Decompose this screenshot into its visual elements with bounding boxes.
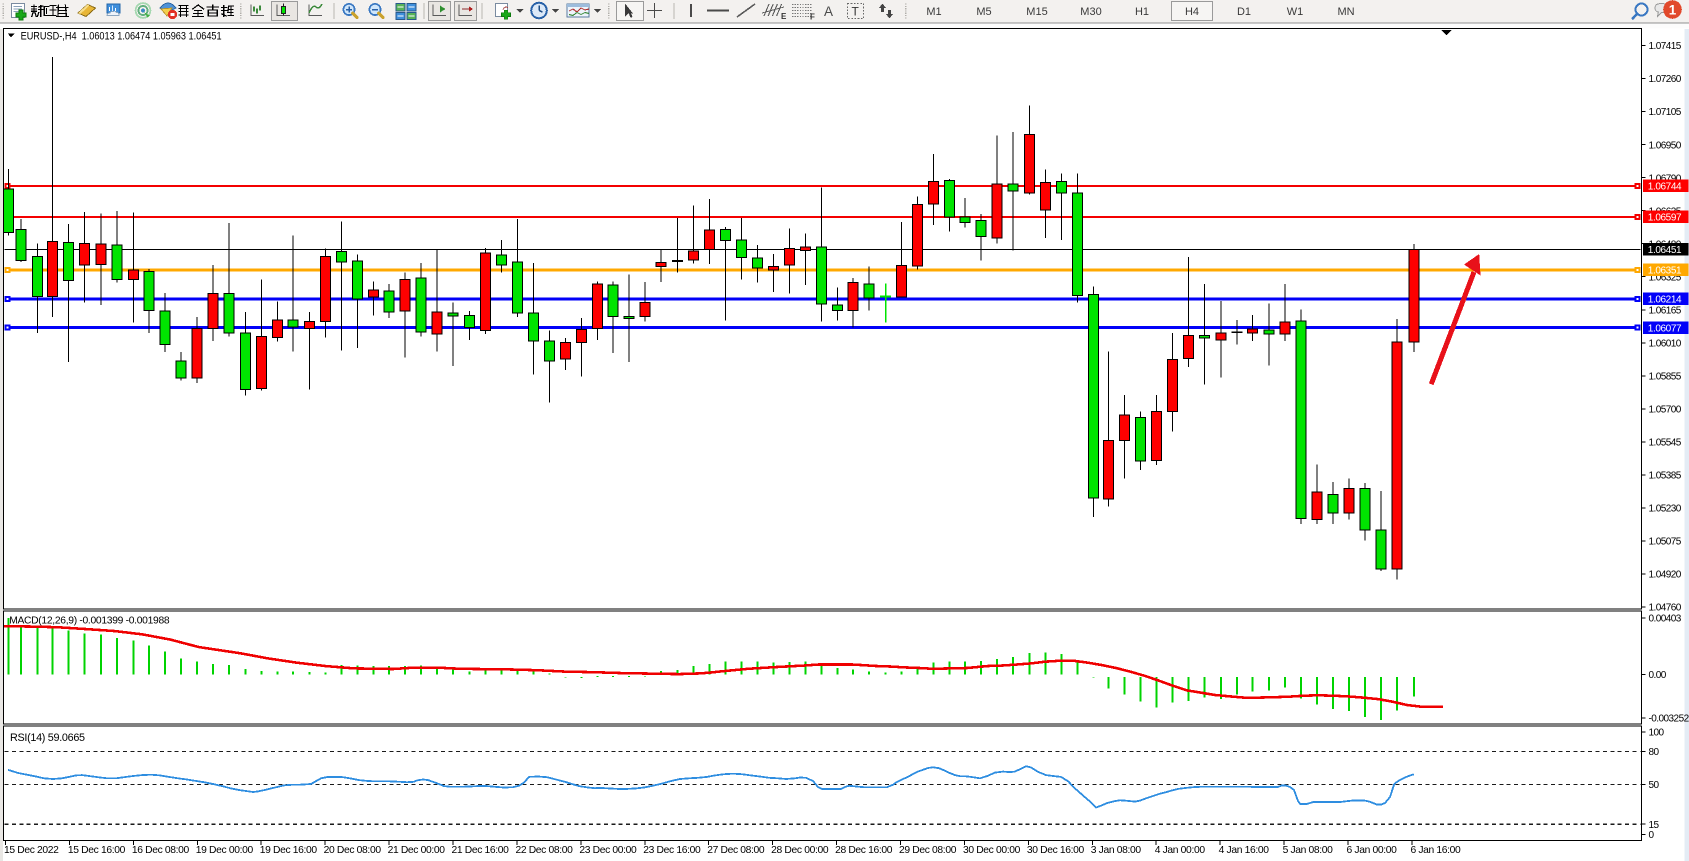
svg-text:100: 100 (1649, 728, 1665, 739)
svg-text:4 Jan 00:00: 4 Jan 00:00 (1155, 845, 1206, 856)
svg-text:RSI(14) 59.0665: RSI(14) 59.0665 (10, 732, 85, 744)
svg-text:T: T (852, 5, 860, 19)
svg-text:23 Dec 00:00: 23 Dec 00:00 (579, 845, 637, 856)
svg-text:0: 0 (1649, 830, 1655, 841)
svg-text:1.06351: 1.06351 (1648, 266, 1682, 277)
svg-text:16 Dec 08:00: 16 Dec 08:00 (132, 845, 190, 856)
svg-text:1.05230: 1.05230 (1649, 503, 1682, 514)
svg-text:1.05700: 1.05700 (1649, 404, 1682, 415)
svg-text:M15: M15 (1026, 6, 1047, 18)
svg-text:H1: H1 (1135, 6, 1149, 18)
svg-text:50: 50 (1649, 780, 1660, 791)
svg-text:1.05855: 1.05855 (1649, 371, 1682, 382)
svg-text:1.06214: 1.06214 (1648, 294, 1682, 305)
svg-text:1.07415: 1.07415 (1649, 41, 1682, 52)
svg-text:19 Dec 00:00: 19 Dec 00:00 (196, 845, 254, 856)
svg-text:1.05075: 1.05075 (1649, 537, 1682, 548)
svg-text:1.06744: 1.06744 (1648, 182, 1682, 193)
svg-text:1.06451: 1.06451 (1648, 245, 1682, 256)
svg-text:3 Jan 08:00: 3 Jan 08:00 (1091, 845, 1142, 856)
svg-text:21 Dec 16:00: 21 Dec 16:00 (452, 845, 510, 856)
svg-text:15 Dec 2022: 15 Dec 2022 (4, 845, 59, 856)
svg-text:M5: M5 (976, 6, 991, 18)
svg-text:M1: M1 (926, 6, 941, 18)
svg-text:1.06597: 1.06597 (1648, 213, 1682, 224)
svg-text:1.06790: 1.06790 (1649, 173, 1682, 184)
svg-text:28 Dec 16:00: 28 Dec 16:00 (835, 845, 893, 856)
svg-text:1.07105: 1.07105 (1649, 107, 1682, 118)
svg-text:19 Dec 16:00: 19 Dec 16:00 (260, 845, 318, 856)
svg-text:EURUSD-,H4 1.06013 1.06474 1.: EURUSD-,H4 1.06013 1.06474 1.05963 1.064… (21, 31, 222, 43)
svg-text:23 Dec 16:00: 23 Dec 16:00 (643, 845, 701, 856)
svg-text:F: F (810, 13, 815, 22)
svg-text:W1: W1 (1287, 6, 1304, 18)
svg-text:1.06325: 1.06325 (1649, 272, 1682, 283)
svg-text:1.06077: 1.06077 (1648, 323, 1682, 334)
svg-text:D1: D1 (1237, 6, 1251, 18)
svg-text:80: 80 (1649, 747, 1660, 758)
svg-text:6 Jan 16:00: 6 Jan 16:00 (1410, 845, 1461, 856)
svg-text:5 Jan 08:00: 5 Jan 08:00 (1283, 845, 1334, 856)
svg-text:1.06950: 1.06950 (1649, 140, 1682, 151)
svg-text:1.06010: 1.06010 (1649, 338, 1682, 349)
svg-text:1.05385: 1.05385 (1649, 470, 1682, 481)
svg-text:28 Dec 00:00: 28 Dec 00:00 (771, 845, 829, 856)
svg-text:30 Dec 00:00: 30 Dec 00:00 (963, 845, 1021, 856)
svg-text:27 Dec 08:00: 27 Dec 08:00 (707, 845, 765, 856)
svg-text:0.00403: 0.00403 (1649, 614, 1682, 625)
svg-text:H4: H4 (1185, 6, 1199, 18)
svg-text:1.06165: 1.06165 (1649, 305, 1682, 316)
svg-text:21 Dec 00:00: 21 Dec 00:00 (388, 845, 446, 856)
svg-text:MACD(12,26,9) -0.001399 -0.001: MACD(12,26,9) -0.001399 -0.001988 (9, 615, 170, 626)
svg-text:15 Dec 16:00: 15 Dec 16:00 (68, 845, 126, 856)
svg-text:0.00: 0.00 (1649, 670, 1667, 681)
svg-text:E: E (781, 12, 787, 21)
svg-text:20 Dec 08:00: 20 Dec 08:00 (324, 845, 382, 856)
svg-text:A: A (824, 4, 833, 19)
svg-text:15: 15 (1649, 820, 1660, 831)
svg-text:30 Dec 16:00: 30 Dec 16:00 (1027, 845, 1085, 856)
svg-text:1.07260: 1.07260 (1649, 74, 1682, 85)
svg-text:MN: MN (1337, 6, 1354, 18)
svg-text:6 Jan 00:00: 6 Jan 00:00 (1347, 845, 1398, 856)
svg-text:1: 1 (1669, 2, 1677, 17)
svg-text:1.04920: 1.04920 (1649, 570, 1682, 581)
svg-text:4 Jan 16:00: 4 Jan 16:00 (1219, 845, 1270, 856)
svg-text:M30: M30 (1080, 6, 1101, 18)
svg-text:29 Dec 08:00: 29 Dec 08:00 (899, 845, 957, 856)
svg-text:22 Dec 08:00: 22 Dec 08:00 (515, 845, 573, 856)
svg-text:1.05545: 1.05545 (1649, 437, 1682, 448)
svg-text:-0.003252: -0.003252 (1649, 714, 1689, 725)
svg-text:1.04760: 1.04760 (1649, 603, 1682, 614)
